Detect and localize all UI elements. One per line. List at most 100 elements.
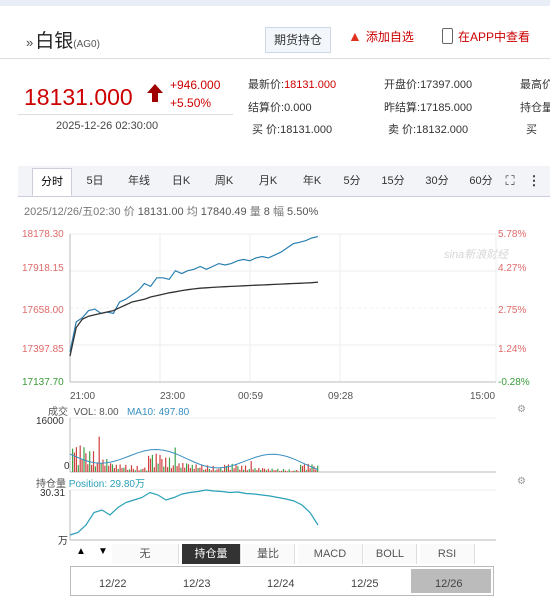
tab-60min[interactable]: 60分 xyxy=(469,175,493,187)
x-label-4: 09:28 xyxy=(328,391,354,402)
volume-bar xyxy=(296,470,298,472)
chevron-icon[interactable]: » xyxy=(26,35,34,50)
volume-bar xyxy=(282,469,285,472)
open-interest-line xyxy=(69,489,319,536)
volume-bar xyxy=(121,468,123,472)
futures-holdings-button[interactable]: 期货持仓 xyxy=(265,27,331,53)
volume-bar xyxy=(210,470,212,472)
volume-bar xyxy=(262,468,264,472)
tab-yearline[interactable]: 年线 xyxy=(128,175,150,187)
divider xyxy=(18,114,233,115)
flame-icon: ▲ xyxy=(348,28,362,44)
volume-bar xyxy=(159,454,161,472)
fullscreen-icon[interactable]: ⛶ xyxy=(505,173,515,188)
date-range-slider[interactable]: 12/22 12/23 12/24 12/25 12/26 xyxy=(70,566,494,596)
volume-bar xyxy=(182,463,184,472)
x-label-1: 21:00 xyxy=(70,391,96,402)
period-tab-bar: 分时 5日 年线 日K 周K 月K 年K 5分 15分 30分 60分 ⛶ ⋮ xyxy=(18,166,550,197)
indicator-rsi[interactable]: RSI xyxy=(420,544,475,564)
volume-bar xyxy=(144,467,146,472)
volume-bar xyxy=(72,448,74,472)
volume-bar xyxy=(96,462,98,472)
volume-bar xyxy=(277,468,279,472)
volume-bar xyxy=(281,470,283,472)
volume-bar xyxy=(311,464,313,472)
volume-bar xyxy=(292,470,294,472)
volume-bar xyxy=(108,465,110,472)
volume-bar xyxy=(301,466,304,472)
volume-bar xyxy=(254,468,256,472)
tab-daily-k[interactable]: 日K xyxy=(171,175,191,187)
field-bid2: 买 xyxy=(526,124,537,136)
volume-bar xyxy=(286,471,288,472)
volume-bar xyxy=(140,469,142,472)
volume-bar xyxy=(184,467,186,472)
tab-5min[interactable]: 5分 xyxy=(343,175,361,187)
change-percent: +5.50% xyxy=(170,96,212,110)
volume-bar xyxy=(153,467,155,472)
pct-label-2: 4.27% xyxy=(498,263,527,274)
scroll-up-button[interactable]: ▲ xyxy=(76,546,86,557)
date-label-4: 12/25 xyxy=(351,578,379,590)
volume-bar xyxy=(229,469,231,472)
pct-label-top: 5.78% xyxy=(498,229,527,240)
volume-bar xyxy=(250,461,252,472)
volume-bar xyxy=(167,467,169,472)
add-favorite-button[interactable]: ▲ 添加自选 xyxy=(348,28,414,45)
volume-bar xyxy=(191,464,193,472)
indicator-volume-ratio[interactable]: 量比 xyxy=(242,544,295,564)
y-label-2: 17918.15 xyxy=(22,263,64,274)
volume-bar xyxy=(212,465,214,472)
price-change: +946.000 +5.50% xyxy=(170,76,220,112)
quote-time: 2025-12-26 02:30:00 xyxy=(56,120,159,132)
volume-bar xyxy=(170,468,172,472)
volume-bar xyxy=(149,458,152,472)
pct-label-4: 1.24% xyxy=(498,344,527,355)
volume-bar xyxy=(148,455,150,472)
volume-bar xyxy=(248,469,250,472)
field-ask: 卖 价:18132.000 xyxy=(388,124,469,136)
header: » 白银(AG0) 期货持仓 ▲ 添加自选 在APP中查看 xyxy=(0,18,550,59)
more-menu-icon[interactable]: ⋮ xyxy=(527,173,541,188)
tab-minute[interactable]: 分时 xyxy=(32,168,72,196)
volume-bar xyxy=(256,470,258,472)
price-line xyxy=(69,236,319,352)
tab-yearly-k[interactable]: 年K xyxy=(302,175,322,187)
add-favorite-label: 添加自选 xyxy=(365,30,414,44)
indicator-boll[interactable]: BOLL xyxy=(364,544,417,564)
volume-bar xyxy=(123,467,125,472)
volume-bar xyxy=(279,471,281,472)
volume-bar xyxy=(237,466,239,472)
volume-bar xyxy=(246,470,248,472)
volume-bar xyxy=(241,465,243,472)
oi-top-label: 30.31 xyxy=(40,488,66,499)
volume-bar xyxy=(77,465,79,472)
indicator-none[interactable]: 无 xyxy=(112,544,179,564)
volume-bar xyxy=(125,464,127,472)
x-label-2: 23:00 xyxy=(160,391,186,402)
scroll-down-button[interactable]: ▼ xyxy=(98,546,108,557)
view-in-app-button[interactable]: 在APP中查看 xyxy=(442,28,530,45)
volume-bar xyxy=(220,467,222,472)
tab-weekly-k[interactable]: 周K xyxy=(214,175,234,187)
volume-bar xyxy=(104,465,106,472)
tab-30min[interactable]: 30分 xyxy=(425,175,449,187)
volume-bar xyxy=(263,468,266,472)
volume-bar xyxy=(132,468,134,472)
volume-bar xyxy=(186,463,188,472)
volume-settings-icon[interactable]: ⚙ xyxy=(517,404,526,415)
y-label-mid: 17658.00 xyxy=(22,305,64,316)
oi-settings-icon[interactable]: ⚙ xyxy=(517,476,526,487)
volume-max-label: 16000 xyxy=(36,416,64,427)
volume-bar xyxy=(102,459,104,472)
range-selection-handle[interactable] xyxy=(411,569,491,593)
volume-bar xyxy=(294,470,296,472)
indicator-open-interest[interactable]: 持仓量 xyxy=(182,544,241,564)
y-label-top: 18178.30 xyxy=(22,229,64,240)
tab-monthly-k[interactable]: 月K xyxy=(258,175,278,187)
indicator-macd[interactable]: MACD xyxy=(298,544,363,564)
tab-5day[interactable]: 5日 xyxy=(86,175,104,187)
tab-15min[interactable]: 15分 xyxy=(381,175,405,187)
volume-bar xyxy=(244,465,247,472)
